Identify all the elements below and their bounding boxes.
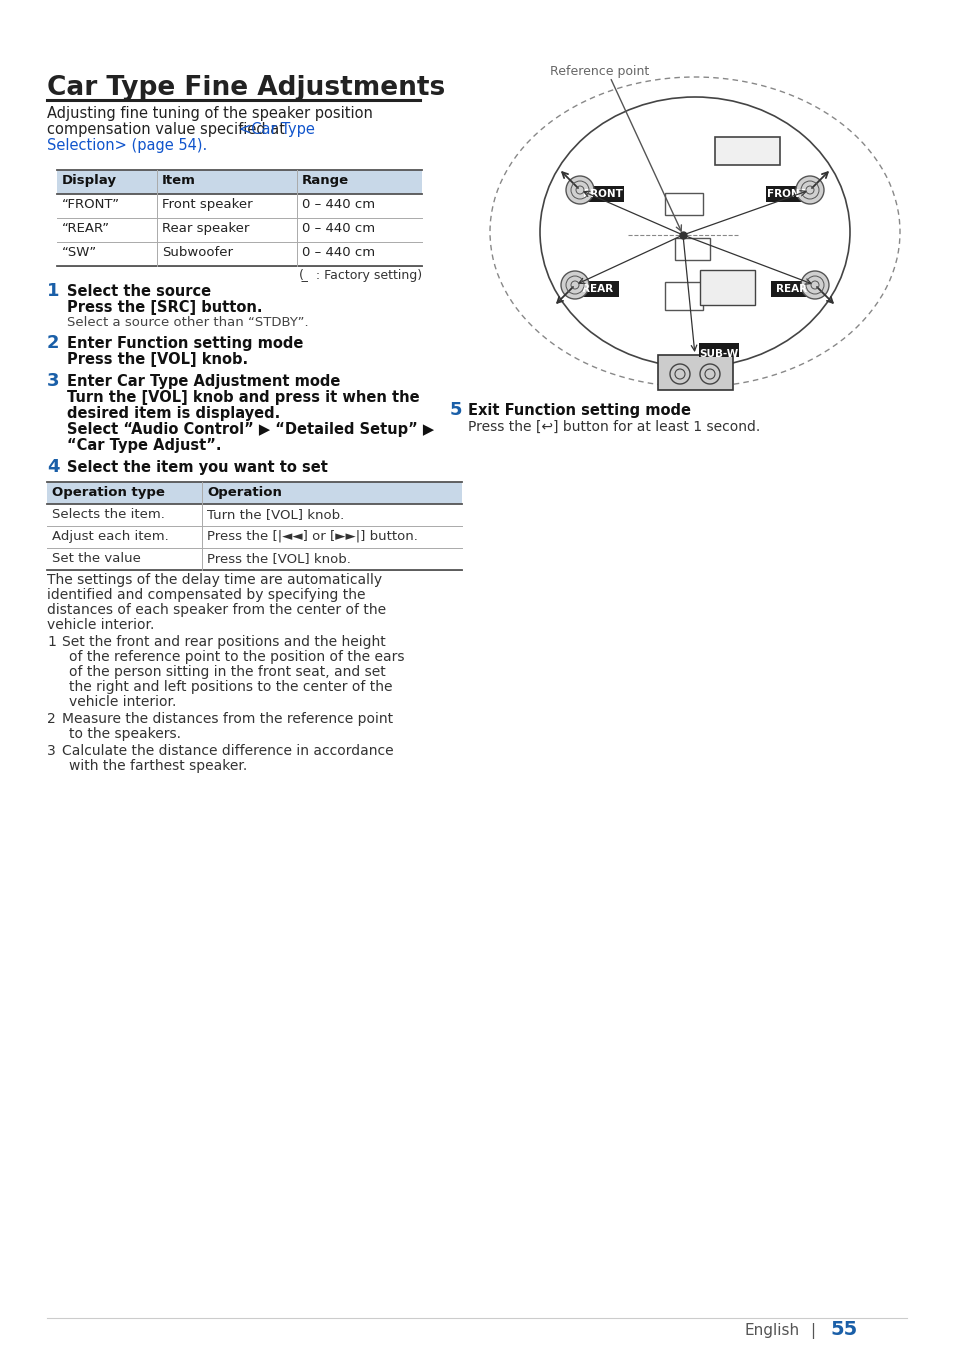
FancyBboxPatch shape — [714, 137, 780, 165]
Text: with the farthest speaker.: with the farthest speaker. — [69, 760, 247, 773]
FancyBboxPatch shape — [658, 355, 732, 390]
Text: Press the [↩] button for at least 1 second.: Press the [↩] button for at least 1 seco… — [468, 420, 760, 435]
Text: Item: Item — [162, 175, 195, 187]
Text: the right and left positions to the center of the: the right and left positions to the cent… — [69, 680, 392, 695]
FancyBboxPatch shape — [700, 269, 754, 305]
Text: desired item is displayed.: desired item is displayed. — [67, 406, 280, 421]
Circle shape — [560, 271, 588, 299]
Text: |: | — [809, 1323, 814, 1339]
Text: Select “Audio Control” ▶ “Detailed Setup” ▶: Select “Audio Control” ▶ “Detailed Setup… — [67, 422, 434, 437]
Text: 5: 5 — [450, 401, 462, 418]
Text: vehicle interior.: vehicle interior. — [69, 695, 176, 709]
Text: REAR: REAR — [776, 284, 807, 294]
Text: “Car Type Adjust”.: “Car Type Adjust”. — [67, 437, 221, 454]
Text: REAR: REAR — [582, 284, 613, 294]
Text: Adjust each item.: Adjust each item. — [52, 529, 169, 543]
Text: SUB-W: SUB-W — [699, 349, 738, 359]
Circle shape — [795, 176, 823, 204]
Text: Rear speaker: Rear speaker — [162, 222, 249, 236]
Text: Select the source: Select the source — [67, 284, 211, 299]
Text: 2: 2 — [47, 334, 59, 352]
FancyBboxPatch shape — [664, 194, 702, 215]
Text: Press the [VOL] knob.: Press the [VOL] knob. — [207, 552, 351, 565]
FancyBboxPatch shape — [770, 282, 812, 297]
Text: Press the [VOL] knob.: Press the [VOL] knob. — [67, 352, 248, 367]
Text: 0 – 440 cm: 0 – 440 cm — [302, 246, 375, 259]
Text: Operation type: Operation type — [52, 486, 165, 500]
Text: 3: 3 — [47, 743, 55, 758]
Text: Selects the item.: Selects the item. — [52, 508, 165, 521]
Text: 55: 55 — [829, 1320, 857, 1339]
FancyBboxPatch shape — [765, 185, 807, 202]
FancyBboxPatch shape — [577, 282, 618, 297]
Text: Display: Display — [62, 175, 117, 187]
FancyBboxPatch shape — [581, 185, 623, 202]
Text: ( ̲  : Factory setting): ( ̲ : Factory setting) — [298, 269, 421, 282]
Bar — [47, 482, 461, 504]
Circle shape — [801, 271, 828, 299]
Text: Selection> (page 54).: Selection> (page 54). — [47, 138, 207, 153]
Text: FRONT: FRONT — [582, 190, 622, 199]
Text: Set the front and rear positions and the height: Set the front and rear positions and the… — [62, 635, 385, 649]
Text: Operation: Operation — [207, 486, 281, 500]
Text: English: English — [744, 1323, 800, 1338]
Text: Adjusting fine tuning of the speaker position: Adjusting fine tuning of the speaker pos… — [47, 106, 373, 121]
Text: Select a source other than “STDBY”.: Select a source other than “STDBY”. — [67, 315, 309, 329]
Text: 3: 3 — [47, 372, 59, 390]
Text: of the reference point to the position of the ears: of the reference point to the position o… — [69, 650, 404, 663]
FancyBboxPatch shape — [664, 282, 702, 310]
FancyBboxPatch shape — [675, 238, 709, 260]
Text: vehicle interior.: vehicle interior. — [47, 617, 154, 632]
Text: Car Type Fine Adjustments: Car Type Fine Adjustments — [47, 74, 445, 102]
Text: identified and compensated by specifying the: identified and compensated by specifying… — [47, 588, 365, 603]
Text: 4: 4 — [47, 458, 59, 477]
FancyBboxPatch shape — [699, 343, 739, 357]
Text: The settings of the delay time are automatically: The settings of the delay time are autom… — [47, 573, 382, 588]
Text: Press the [SRC] button.: Press the [SRC] button. — [67, 301, 262, 315]
Text: Press the [|◄◄] or [►►|] button.: Press the [|◄◄] or [►►|] button. — [207, 529, 417, 543]
Text: Turn the [VOL] knob.: Turn the [VOL] knob. — [207, 508, 344, 521]
Text: Enter Function setting mode: Enter Function setting mode — [67, 336, 303, 351]
Text: of the person sitting in the front seat, and set: of the person sitting in the front seat,… — [69, 665, 385, 678]
Text: 1: 1 — [47, 282, 59, 301]
Text: Set the value: Set the value — [52, 552, 141, 565]
Text: Front speaker: Front speaker — [162, 198, 253, 211]
Text: Reference point: Reference point — [550, 65, 649, 79]
Text: Subwoofer: Subwoofer — [162, 246, 233, 259]
Text: “FRONT”: “FRONT” — [62, 198, 120, 211]
Text: 0 – 440 cm: 0 – 440 cm — [302, 222, 375, 236]
Text: Calculate the distance difference in accordance: Calculate the distance difference in acc… — [62, 743, 394, 758]
Text: Measure the distances from the reference point: Measure the distances from the reference… — [62, 712, 393, 726]
Text: “REAR”: “REAR” — [62, 222, 110, 236]
Text: 0 – 440 cm: 0 – 440 cm — [302, 198, 375, 211]
Text: <Car Type: <Car Type — [239, 122, 314, 137]
Text: Exit Function setting mode: Exit Function setting mode — [468, 403, 690, 418]
Text: Select the item you want to set: Select the item you want to set — [67, 460, 328, 475]
Text: to the speakers.: to the speakers. — [69, 727, 181, 741]
Circle shape — [565, 176, 594, 204]
Text: 1: 1 — [47, 635, 56, 649]
Text: distances of each speaker from the center of the: distances of each speaker from the cente… — [47, 603, 386, 617]
Text: Turn the [VOL] knob and press it when the: Turn the [VOL] knob and press it when th… — [67, 390, 419, 405]
Text: compensation value specified at: compensation value specified at — [47, 122, 290, 137]
Text: Enter Car Type Adjustment mode: Enter Car Type Adjustment mode — [67, 374, 340, 389]
Text: FRONT: FRONT — [766, 190, 806, 199]
Text: 2: 2 — [47, 712, 55, 726]
Text: “SW”: “SW” — [62, 246, 97, 259]
Bar — [57, 171, 421, 194]
Text: Range: Range — [302, 175, 349, 187]
